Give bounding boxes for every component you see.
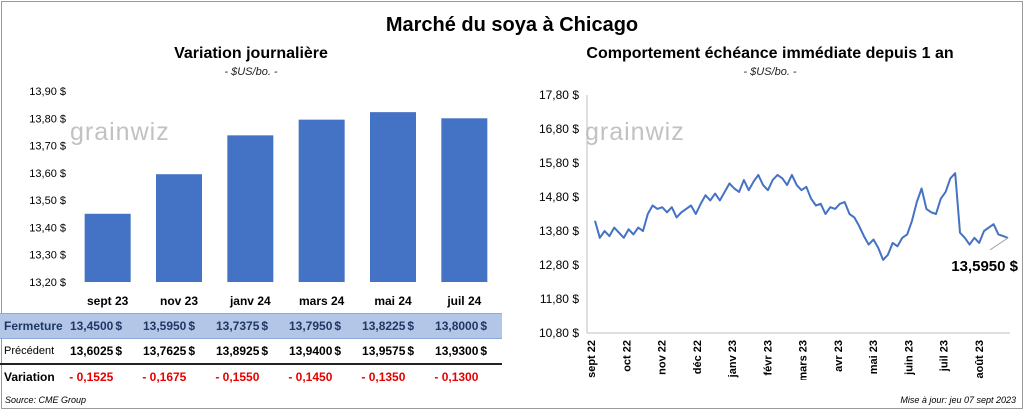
row-label: Variation (0, 363, 64, 389)
currency-cell: $ (334, 338, 356, 365)
x-tick-label: oct 22 (621, 340, 633, 372)
y-tick-label: 13,30 $ (29, 250, 66, 262)
currency-cell (188, 363, 210, 389)
last-value-label: 13,5950 $ (951, 258, 1018, 275)
table-row-close: Fermeture 13,4500 $ 13,5950 $ 13,7375 $ 13,… (0, 313, 502, 339)
x-tick-label: avr 23 (833, 340, 845, 372)
currency-cell: $ (188, 313, 210, 339)
table-cell: 13,9400 (282, 338, 335, 365)
row-label: Précédent (0, 338, 64, 365)
y-tick-label: 13,50 $ (29, 195, 66, 207)
y-tick-label: 12,80 $ (539, 258, 579, 272)
table-cell: - 0,1550 (209, 363, 262, 389)
y-tick-label: 13,60 $ (29, 168, 66, 180)
y-tick-label: 16,80 $ (539, 122, 579, 136)
source-note: Source: CME Group (5, 395, 87, 405)
currency-cell: $ (261, 313, 283, 339)
page-title: Marché du soya à Chicago (385, 14, 639, 36)
table-cell: - 0,1450 (282, 363, 335, 389)
x-tick-label: juil 24 (446, 294, 481, 308)
currency-cell: $ (261, 338, 283, 365)
table-cell: 13,9575 (355, 338, 408, 365)
y-tick-label: 13,80 $ (29, 113, 66, 125)
table-cell: 13,6025 (63, 338, 116, 365)
x-tick-label: sept 22 (586, 340, 598, 378)
currency-cell (115, 363, 137, 389)
table-cell: 13,7375 (209, 313, 262, 339)
x-tick-label: mars 24 (299, 294, 345, 308)
table-cell: 13,7950 (282, 313, 335, 339)
x-tick-label: janv 23 (727, 340, 739, 378)
table-cell: 13,8225 (355, 313, 408, 339)
currency-cell: $ (480, 313, 502, 339)
currency-cell (334, 363, 356, 389)
bar (298, 119, 345, 283)
y-tick-label: 13,20 $ (29, 277, 66, 289)
left-chart-title: Variation journalière (174, 45, 328, 62)
currency-cell: $ (334, 313, 356, 339)
currency-cell: $ (407, 338, 429, 365)
table-row-variation: Variation - 0,1525 - 0,1675 - 0,1550 - 0… (0, 363, 502, 389)
currency-cell (480, 363, 502, 389)
bar (227, 135, 274, 282)
watermark-right: grainwiz (585, 118, 685, 146)
front-month-line-chart: 10,80 $ 11,80 $ 12,80 $ 13,80 $ 14,80 $ 15,80… (539, 88, 1019, 380)
x-tick-label: mai 23 (868, 340, 880, 374)
bar (441, 118, 488, 283)
bar (84, 213, 131, 282)
x-tick-label: mai 24 (374, 294, 412, 308)
y-tick-label: 15,80 $ (539, 156, 579, 170)
last-value-leader (989, 237, 1009, 251)
x-tick-label: janv 24 (229, 294, 271, 308)
watermark-left: grainwiz (70, 118, 170, 146)
table-cell: - 0,1525 (63, 363, 116, 389)
daily-variation-bar-chart: 13,20 $ 13,30 $ 13,40 $ 13,50 $ 13,60 $ 13,70… (29, 86, 488, 308)
currency-cell (407, 363, 429, 389)
table-cell: 13,7625 (136, 338, 189, 365)
right-chart-subtitle: - $US/bo. - (743, 66, 797, 78)
currency-cell: $ (115, 338, 137, 365)
x-tick-label: sept 23 (87, 294, 129, 308)
bar (370, 112, 416, 282)
update-note: Mise à jour: jeu 07 sept 2023 (900, 395, 1016, 405)
price-series-line (594, 172, 1009, 261)
y-tick-label: 10,80 $ (539, 326, 579, 340)
x-tick-label: mars 23 (798, 340, 810, 380)
table-row-previous: Précédent 13,6025 $ 13,7625 $ 13,8925 $ 13,… (0, 338, 502, 365)
y-tick-label: 13,70 $ (29, 141, 66, 153)
x-tick-label: juin 23 (903, 340, 915, 376)
y-tick-label: 17,80 $ (539, 88, 579, 102)
x-tick-label: août 23 (974, 340, 986, 379)
table-cell: 13,4500 (63, 313, 116, 339)
table-cell: 13,8000 (428, 313, 481, 339)
y-tick-label: 11,80 $ (540, 292, 579, 306)
currency-cell: $ (480, 338, 502, 365)
table-cell: 13,9300 (428, 338, 481, 365)
y-tick-label: 14,80 $ (539, 190, 579, 204)
x-tick-label: nov 23 (160, 294, 198, 308)
x-tick-label: févr 23 (762, 340, 774, 375)
bar (156, 174, 202, 282)
currency-cell (261, 363, 283, 389)
table-cell: - 0,1675 (136, 363, 189, 389)
x-tick-label: nov 22 (657, 340, 669, 375)
left-chart-subtitle: - $US/bo. - (224, 66, 278, 78)
table-cell: 13,8925 (209, 338, 262, 365)
table-cell: - 0,1300 (428, 363, 481, 389)
currency-cell: $ (188, 338, 210, 365)
x-tick-label: déc 22 (692, 340, 704, 374)
y-tick-label: 13,40 $ (29, 222, 66, 234)
price-table: Fermeture 13,4500 $ 13,5950 $ 13,7375 $ 13,… (0, 313, 502, 389)
y-tick-label: 13,80 $ (539, 224, 579, 238)
row-label: Fermeture (0, 313, 64, 339)
currency-cell: $ (115, 313, 137, 339)
currency-cell: $ (407, 313, 429, 339)
table-cell: - 0,1350 (355, 363, 408, 389)
x-tick-label: juil 23 (939, 340, 951, 372)
right-chart-title: Comportement échéance immédiate depuis 1… (586, 45, 954, 62)
y-tick-label: 13,90 $ (29, 86, 66, 98)
table-cell: 13,5950 (136, 313, 189, 339)
